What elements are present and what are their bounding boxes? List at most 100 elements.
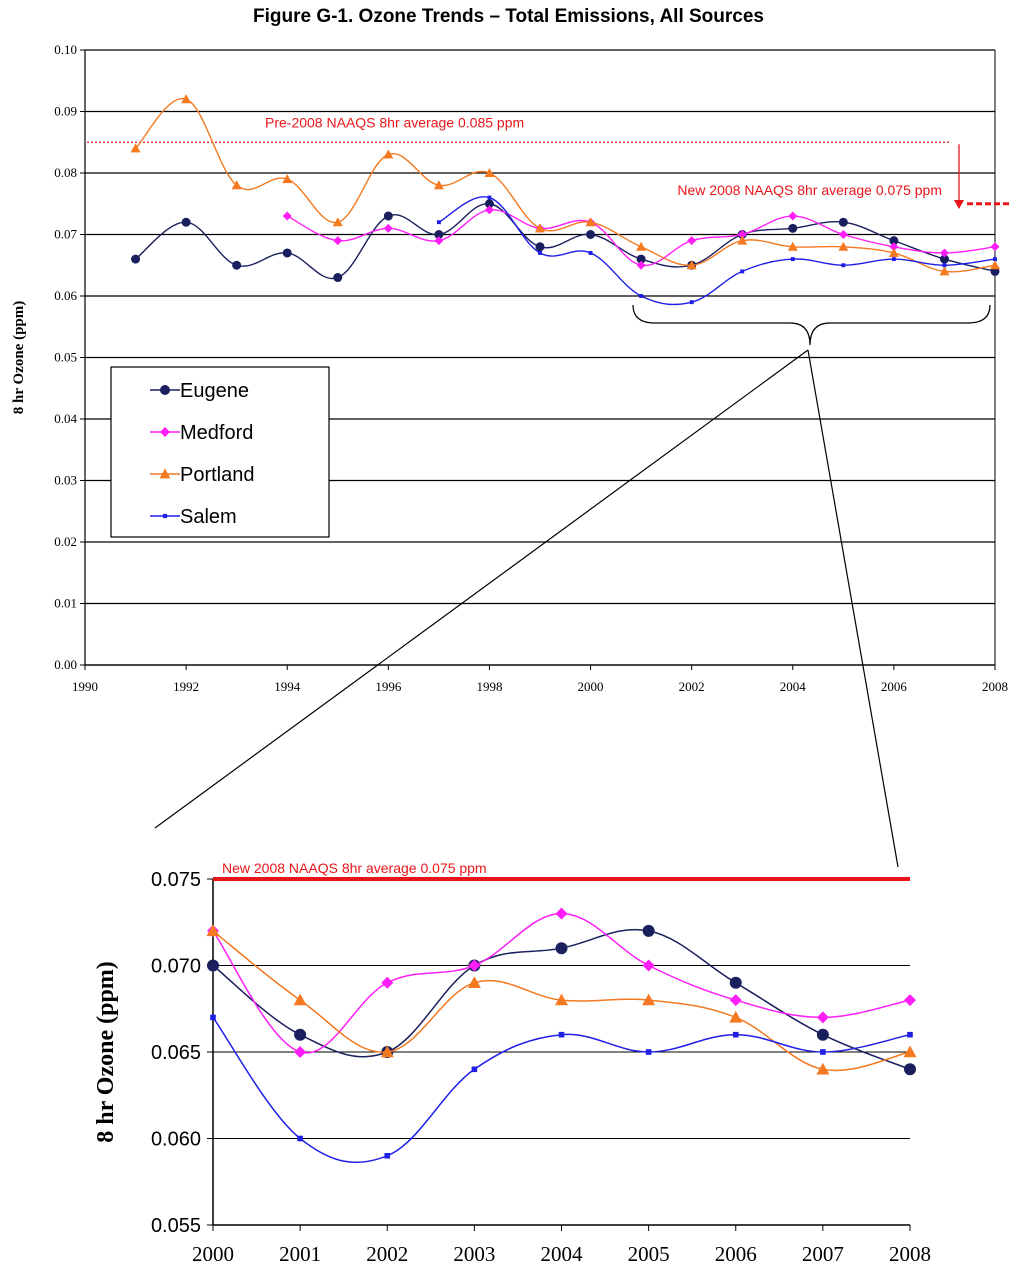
data-point-medford bbox=[642, 959, 655, 972]
legend-box bbox=[110, 366, 330, 538]
data-point-eugene bbox=[294, 1028, 307, 1041]
data-point-eugene bbox=[939, 254, 949, 264]
y-tick-label: 0.055 bbox=[151, 1215, 201, 1237]
y-tick-label: 0.02 bbox=[54, 534, 77, 549]
y-tick-label: 0.04 bbox=[54, 411, 77, 426]
x-tick-label: 1994 bbox=[274, 679, 301, 694]
data-point-portland bbox=[990, 260, 1000, 270]
data-point-eugene bbox=[636, 254, 646, 264]
data-point-portland bbox=[380, 1045, 394, 1058]
y-tick-label: 0.10 bbox=[54, 42, 77, 57]
series-line-portland bbox=[212, 930, 911, 1072]
data-point-portland bbox=[130, 143, 141, 153]
y-tick-label: 0.03 bbox=[54, 473, 77, 488]
x-tick-label: 2001 bbox=[279, 1242, 321, 1266]
data-point-medford bbox=[838, 230, 848, 239]
data-point-portland bbox=[332, 217, 343, 227]
zoom-connector-right bbox=[807, 349, 899, 868]
y-axis-label: 8 hr Ozone (ppm) bbox=[11, 301, 27, 414]
reference-label-pre2008: Pre-2008 NAAQS 8hr average 0.085 ppm bbox=[265, 114, 524, 130]
x-tick-label: 2004 bbox=[780, 679, 807, 694]
y-tick-label: 0.05 bbox=[54, 350, 77, 365]
data-point-medford bbox=[555, 907, 568, 920]
data-point-portland bbox=[838, 241, 849, 251]
data-point-salem bbox=[790, 257, 795, 262]
data-point-portland bbox=[737, 235, 748, 245]
data-point-salem bbox=[384, 1153, 391, 1159]
data-point-salem bbox=[689, 300, 694, 305]
legend-label: Eugene bbox=[180, 380, 249, 402]
data-point-portland bbox=[636, 241, 647, 251]
x-tick-label: 1998 bbox=[476, 679, 502, 694]
data-point-portland bbox=[555, 993, 568, 1006]
data-point-eugene bbox=[383, 211, 393, 221]
data-point-medford bbox=[333, 236, 343, 246]
data-point-salem bbox=[538, 250, 542, 255]
reference-label-2008: New 2008 NAAQS 8hr average 0.075 ppm bbox=[677, 182, 942, 198]
data-point-salem bbox=[471, 1066, 478, 1073]
data-point-portland bbox=[206, 924, 220, 937]
legend-swatch-marker bbox=[160, 427, 170, 437]
data-point-eugene bbox=[729, 976, 742, 989]
x-tick-label: 2005 bbox=[628, 1242, 670, 1266]
data-point-salem bbox=[820, 1049, 826, 1055]
data-point-eugene bbox=[484, 199, 494, 209]
data-point-portland bbox=[282, 174, 293, 184]
data-point-salem bbox=[210, 1014, 216, 1021]
data-point-portland bbox=[383, 149, 394, 159]
x-tick-label: 2007 bbox=[802, 1242, 844, 1266]
data-point-eugene bbox=[555, 942, 568, 955]
y-tick-label: 0.065 bbox=[151, 1042, 201, 1064]
data-point-medford bbox=[636, 260, 646, 270]
x-tick-label: 1990 bbox=[72, 679, 98, 694]
data-point-medford bbox=[294, 1046, 307, 1058]
x-tick-label: 2006 bbox=[881, 679, 908, 694]
legend-label: Medford bbox=[180, 422, 253, 444]
y-tick-label: 0.08 bbox=[54, 165, 77, 180]
data-point-salem bbox=[891, 257, 896, 262]
legend-swatch-marker bbox=[162, 513, 168, 519]
data-point-eugene bbox=[207, 959, 219, 972]
data-point-eugene bbox=[333, 273, 343, 283]
data-point-portland bbox=[585, 217, 596, 227]
data-point-portland bbox=[903, 1045, 917, 1058]
data-point-medford bbox=[788, 211, 798, 221]
data-point-eugene bbox=[535, 242, 545, 252]
data-point-medford bbox=[484, 205, 494, 215]
data-point-medford bbox=[434, 236, 444, 246]
y-tick-label: 0.070 bbox=[151, 956, 201, 978]
data-point-portland bbox=[293, 993, 307, 1006]
x-tick-label: 2004 bbox=[541, 1242, 584, 1266]
legend-swatch-marker bbox=[159, 468, 171, 479]
y-tick-label: 0.06 bbox=[54, 288, 77, 303]
data-point-salem bbox=[645, 1049, 652, 1055]
x-tick-label: 2003 bbox=[453, 1242, 495, 1266]
data-point-portland bbox=[939, 266, 950, 276]
data-point-medford bbox=[816, 1011, 829, 1024]
x-tick-label: 2006 bbox=[715, 1242, 757, 1266]
data-point-medford bbox=[904, 994, 916, 1007]
legend-swatch-marker bbox=[160, 385, 170, 395]
y-axis-label: 8 hr Ozone (ppm) bbox=[93, 961, 119, 1143]
y-tick-label: 0.09 bbox=[54, 104, 77, 119]
data-point-medford bbox=[729, 994, 742, 1007]
data-point-portland bbox=[484, 168, 495, 177]
data-point-eugene bbox=[838, 217, 848, 227]
data-point-salem bbox=[993, 257, 997, 262]
x-tick-label: 1992 bbox=[173, 679, 199, 694]
x-tick-label: 2000 bbox=[192, 1242, 234, 1266]
zoom-connector-left bbox=[154, 349, 809, 829]
data-point-medford bbox=[381, 976, 394, 989]
data-point-portland bbox=[433, 180, 444, 190]
data-point-eugene bbox=[131, 254, 141, 264]
data-point-portland bbox=[888, 247, 899, 257]
data-point-medford bbox=[737, 230, 747, 239]
zoom-brace bbox=[632, 304, 991, 346]
data-point-eugene bbox=[788, 223, 798, 233]
data-point-portland bbox=[816, 1062, 830, 1075]
x-tick-label: 2002 bbox=[366, 1242, 408, 1266]
data-point-salem bbox=[907, 1031, 913, 1038]
data-point-eugene bbox=[586, 230, 596, 239]
data-point-salem bbox=[639, 294, 644, 298]
